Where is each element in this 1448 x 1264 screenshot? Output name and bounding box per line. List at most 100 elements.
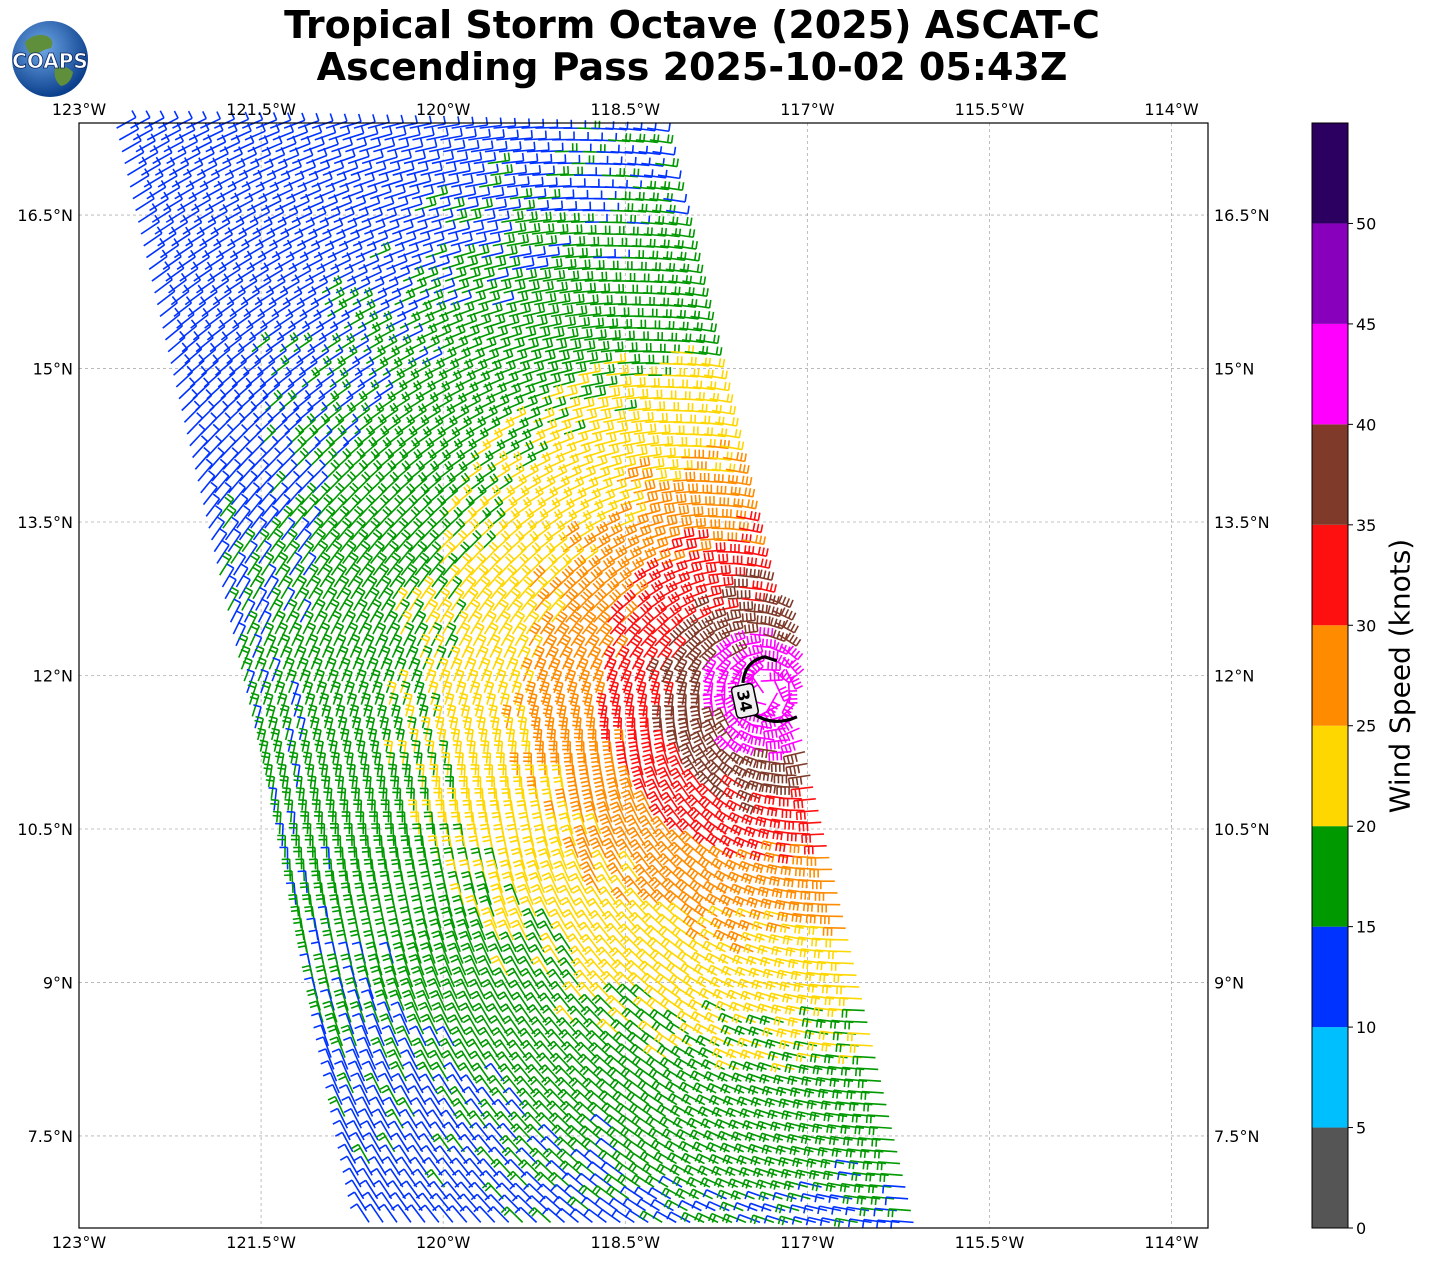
lon-tick-label-top: 118.5°W (590, 100, 660, 119)
wind-barb (332, 834, 342, 858)
wind-barb (272, 124, 295, 141)
wind-barb (433, 870, 448, 894)
wind-barb (566, 776, 580, 799)
wind-barb (611, 704, 622, 729)
wind-barb (523, 752, 533, 776)
wind-barb (359, 834, 370, 858)
wind-barb (202, 180, 223, 200)
wind-barb (562, 293, 585, 306)
wind-barb (548, 235, 572, 247)
wind-barb (520, 234, 544, 247)
wind-barb (817, 903, 841, 913)
wind-barb (283, 870, 294, 893)
wind-barb (310, 228, 332, 247)
wind-barb (171, 168, 192, 188)
wind-barb (352, 870, 364, 894)
wind-barb (238, 215, 259, 235)
wind-barb (185, 168, 206, 188)
wind-barb (224, 157, 246, 176)
wind-barb (321, 275, 343, 294)
wind-barb (339, 799, 349, 823)
wind-barb (412, 127, 435, 141)
wind-barb (539, 315, 563, 329)
wind-barb (342, 893, 356, 917)
wind-barb (355, 298, 376, 318)
wind-barb (493, 117, 517, 129)
wind-barb (283, 112, 306, 129)
wind-barb (556, 270, 580, 282)
wind-barb (372, 610, 385, 635)
wind-barb (357, 310, 379, 329)
wind-barb (334, 846, 345, 870)
chart-title: Tropical Storm Octave (2025) ASCAT-C Asc… (0, 4, 1384, 88)
wind-barb (478, 811, 490, 835)
wind-barb (206, 377, 224, 400)
wind-barb (551, 189, 575, 200)
wind-barb (476, 163, 499, 176)
wind-barb (459, 151, 483, 165)
lat-tick-label-right: 16.5°N (1214, 206, 1270, 225)
wind-barb (220, 319, 240, 341)
wind-barb (369, 241, 391, 259)
wind-barb (525, 257, 549, 271)
wind-barb (499, 776, 510, 799)
wind-barb (417, 150, 441, 165)
wind-barb (437, 811, 448, 835)
wind-barb (402, 846, 415, 870)
wind-barb (242, 354, 262, 376)
wind-barb (313, 953, 327, 976)
wind-barb (524, 764, 535, 788)
wind-barb (258, 181, 280, 200)
wind-barb (218, 308, 237, 329)
wind-barb (456, 847, 470, 870)
wind-barb (291, 263, 312, 282)
wind-barb (403, 150, 427, 165)
wind-barb (245, 366, 264, 388)
wind-barb (507, 118, 531, 129)
wind-barb (244, 123, 266, 141)
wind-barb (679, 263, 704, 274)
wind-barb (146, 180, 167, 200)
wind-barb (524, 130, 547, 141)
wind-barb (243, 239, 264, 259)
wind-barb (562, 236, 586, 247)
wind-barb (682, 275, 707, 286)
wind-barb (197, 458, 213, 482)
wind-barb (394, 799, 404, 823)
wind-barb (371, 823, 381, 846)
wind-barb (809, 868, 833, 878)
wind-barb (254, 285, 275, 306)
wind-barb (536, 304, 560, 318)
wind-barb (479, 117, 503, 129)
wind-barb (338, 870, 350, 894)
wind-barb (201, 238, 222, 259)
wind-barb (355, 183, 378, 200)
wind-barb (269, 228, 290, 247)
wind-barb (336, 217, 358, 235)
wind-barb (213, 227, 234, 247)
wind-barb (450, 232, 473, 247)
wind-barb (260, 308, 280, 329)
wind-barb (496, 129, 519, 141)
wind-barb (391, 276, 413, 294)
wind-barb (598, 622, 613, 647)
wind-barb (290, 834, 300, 858)
wind-barb (531, 223, 555, 235)
wind-barb (353, 114, 376, 129)
wind-barb (454, 128, 477, 141)
wind-barb (439, 243, 462, 259)
wind-barb (394, 230, 417, 247)
wind-barb (290, 378, 309, 400)
wind-barb (602, 740, 614, 764)
wind-barb (339, 113, 362, 129)
wind-barb (579, 132, 604, 142)
wind-barb (758, 605, 783, 618)
colorbar-bins (1311, 122, 1349, 1229)
wind-barb (359, 137, 382, 153)
wind-barb (433, 787, 443, 811)
wind-barb (277, 834, 287, 858)
wind-barb (271, 598, 284, 623)
wind-barb (454, 835, 468, 858)
wind-barb (268, 285, 289, 306)
colorbar-bin (1312, 926, 1348, 1028)
